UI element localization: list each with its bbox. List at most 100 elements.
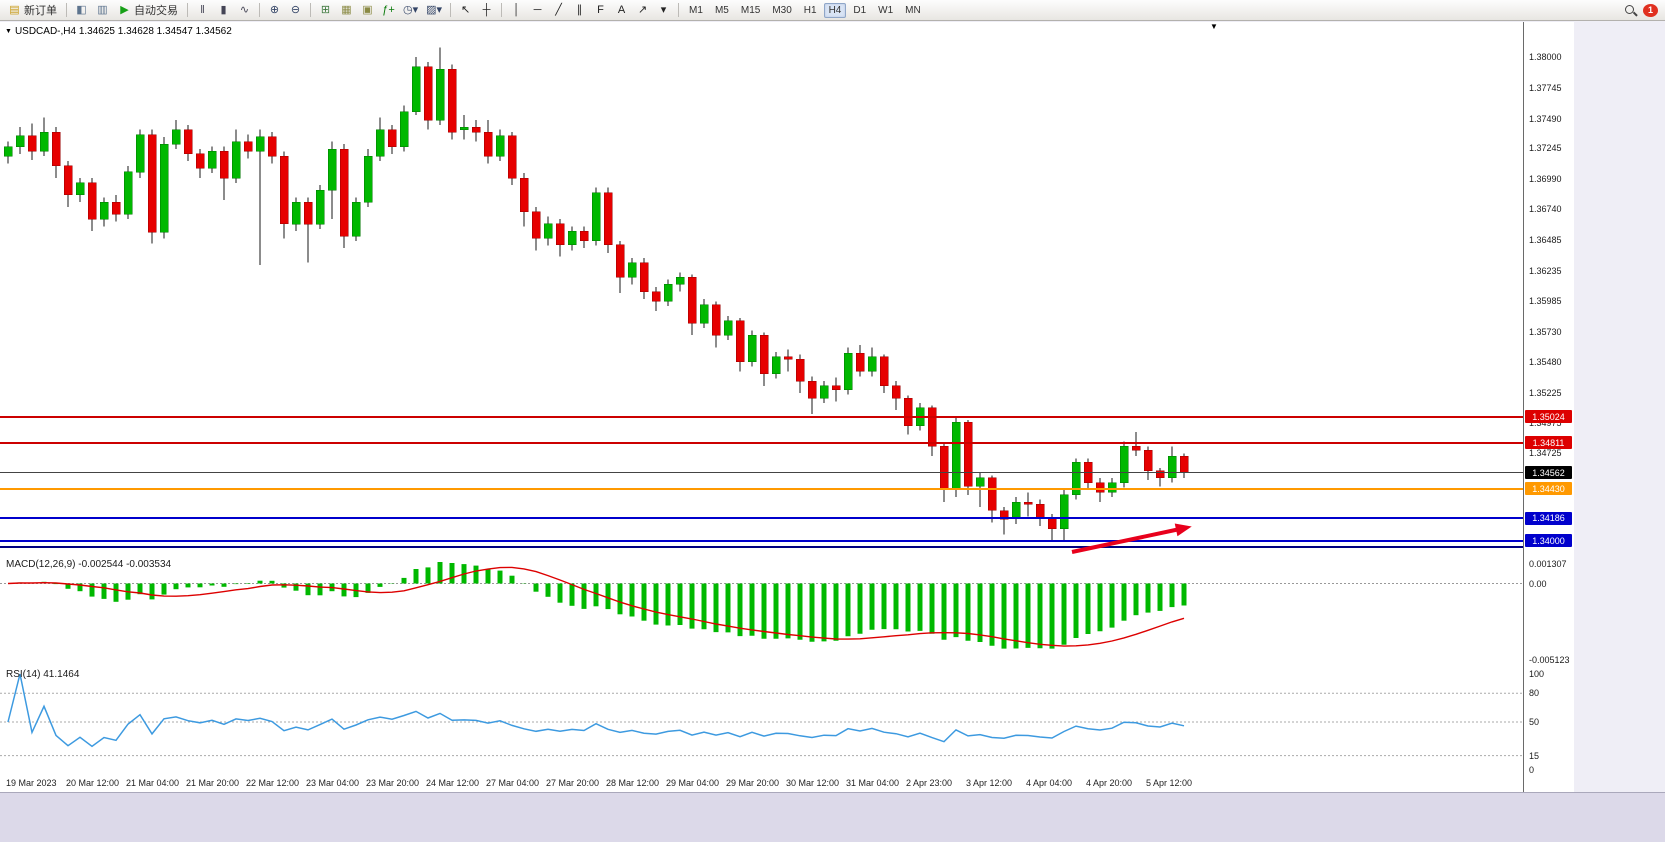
macd-panel[interactable]: MACD(12,26,9) -0.002544 -0.003534 — [0, 556, 1523, 667]
rsi-axis-label: 0 — [1529, 765, 1535, 775]
time-axis-label: 28 Mar 12:00 — [606, 778, 660, 788]
channel-icon[interactable]: ∥ — [576, 4, 583, 16]
time-axis-label: 21 Mar 04:00 — [126, 778, 180, 788]
time-axis-label: 5 Apr 12:00 — [1146, 778, 1193, 788]
time-axis-label: 23 Mar 20:00 — [366, 778, 420, 788]
timeframe-w1-button[interactable]: W1 — [878, 4, 894, 16]
macd-axis-label: -0.005123 — [1529, 655, 1570, 665]
rsi-axis-label: 100 — [1529, 669, 1545, 679]
autotrade-button[interactable]: ▶ 自动交易 — [113, 0, 183, 20]
price-axis-label: 1.36485 — [1529, 235, 1562, 246]
periods-icon[interactable]: ◷▾ — [403, 4, 419, 16]
new-order-label: 新订单 — [24, 5, 57, 17]
time-axis-label: 27 Mar 04:00 — [486, 778, 540, 788]
timeframe-m15-button[interactable]: M15 — [740, 4, 761, 16]
time-axis-label: 29 Mar 20:00 — [726, 778, 780, 788]
price-axis-label: 1.35225 — [1529, 387, 1562, 398]
new-order-button[interactable]: ▤ 新订单 — [3, 0, 62, 20]
timeframe-m1-button[interactable]: M1 — [689, 4, 703, 16]
rsi-label: RSI(14) 41.1464 — [6, 669, 80, 680]
candlestick-icon[interactable]: ▮ — [220, 4, 227, 16]
time-axis[interactable]: 19 Mar 2023 20 Mar 12:00 21 Mar 04:00 21 Ma… — [0, 776, 1523, 792]
level-line-1.34562[interactable] — [0, 472, 1523, 474]
chart-shift-marker-icon[interactable]: ▼ — [1210, 22, 1218, 31]
cursor-icon[interactable]: ↖ — [460, 4, 471, 16]
profiles-icon[interactable]: ▥ — [97, 4, 108, 16]
price-badge-1.34186: 1.34186 — [1525, 511, 1572, 525]
macd-axis-label: 0.00 — [1529, 578, 1547, 589]
search-icon[interactable] — [1624, 4, 1637, 17]
horizontal-line-icon[interactable]: ─ — [533, 4, 542, 16]
price-axis-label: 1.36990 — [1529, 174, 1562, 185]
bar-chart-icon[interactable]: ‖ — [200, 4, 205, 16]
indicators-icon[interactable]: ƒ+ — [382, 4, 395, 16]
objects-dropdown-icon[interactable]: ▾ — [660, 4, 667, 16]
price-axis-label: 1.36740 — [1529, 204, 1562, 215]
collapse-triangle-icon[interactable]: ▼ — [5, 28, 12, 35]
timeframe-h1-button[interactable]: H1 — [803, 4, 817, 16]
toolbar-separator — [501, 3, 503, 17]
price-axis-label: 1.35985 — [1529, 295, 1562, 306]
price-badge-1.34562: 1.34562 — [1525, 466, 1572, 480]
crosshair-icon[interactable]: ┼ — [482, 4, 491, 16]
templates-icon[interactable]: ▨▾ — [426, 4, 443, 16]
grid-icon[interactable]: ⊞ — [320, 4, 331, 16]
toolbar-separator — [310, 3, 311, 17]
level-line-1.34186[interactable] — [0, 517, 1523, 520]
autotrade-icon: ▶ — [120, 4, 129, 16]
rsi-panel[interactable]: RSI(14) 41.1464 — [0, 666, 1523, 777]
time-axis-label: 4 Apr 04:00 — [1026, 778, 1073, 788]
time-axis-label: 2 Apr 23:00 — [906, 778, 953, 788]
cascade-windows-icon[interactable]: ▣ — [362, 4, 373, 16]
price-axis-label: 1.35480 — [1529, 356, 1562, 367]
level-line-1.34430[interactable] — [0, 487, 1523, 490]
timeframe-m5-button[interactable]: M5 — [714, 4, 729, 16]
time-axis-label: 30 Mar 12:00 — [786, 778, 840, 788]
price-axis-label: 1.37490 — [1529, 113, 1562, 124]
time-axis-label: 4 Apr 20:00 — [1086, 778, 1133, 788]
level-line-1.33945[interactable] — [0, 546, 1523, 549]
toolbar-separator — [66, 3, 67, 17]
notification-badge[interactable]: 1 — [1643, 3, 1658, 17]
line-chart-icon[interactable]: ∿ — [239, 4, 250, 16]
price-axis-label: 1.35730 — [1529, 326, 1562, 337]
right-gutter — [1574, 22, 1665, 792]
timeframe-h4-button[interactable]: H4 — [823, 2, 847, 18]
zoom-out-icon[interactable]: ⊖ — [290, 4, 301, 16]
level-line-1.35024[interactable] — [0, 415, 1523, 418]
rsi-axis-label: 50 — [1529, 717, 1540, 727]
macd-canvas — [0, 562, 1523, 649]
toolbar-separator — [259, 3, 260, 17]
zoom-in-icon[interactable]: ⊕ — [269, 4, 280, 16]
tile-windows-icon[interactable]: ▦ — [341, 4, 352, 16]
timeframe-d1-button[interactable]: D1 — [853, 4, 867, 16]
time-axis-label: 27 Mar 20:00 — [546, 778, 600, 788]
toolbar: ▤ 新订单 ◧ ▥ ▶ 自动交易 ‖ ▮ ∿ ⊕ ⊖ ⊞ ▦ ▣ ƒ+ ◷▾ ▨▾ ↖ ┼ │ ─ ╱ ∥ F A ↗ ▾ M1 M5 M… — [0, 0, 1665, 21]
fibonacci-icon[interactable]: F — [597, 4, 604, 16]
macd-axis-label: 0.001307 — [1529, 559, 1567, 569]
time-axis-label: 20 Mar 12:00 — [66, 778, 120, 788]
price-badge-1.34430: 1.34430 — [1525, 482, 1572, 496]
level-line-1.34000[interactable] — [0, 539, 1523, 542]
chart-title-text: USDCAD-,H4 1.34625 1.34628 1.34547 1.345… — [14, 26, 232, 37]
level-line-1.34811[interactable] — [0, 441, 1523, 444]
price-scale[interactable]: 1.35024 1.34811 1.34562 1.34430 1.34186 1.340… — [1523, 22, 1574, 792]
vertical-line-icon[interactable]: │ — [513, 4, 520, 16]
main-price-chart[interactable]: ▼ USDCAD-,H4 1.34625 1.34628 1.34547 1.3… — [0, 22, 1523, 557]
chart-window-icon[interactable]: ◧ — [76, 4, 87, 16]
rsi-canvas — [0, 673, 1523, 757]
price-axis-label: 1.38000 — [1529, 52, 1562, 63]
text-icon[interactable]: A — [617, 4, 626, 16]
time-axis-label: 23 Mar 04:00 — [306, 778, 360, 788]
rsi-axis-label: 15 — [1529, 750, 1540, 761]
bottom-strip — [0, 792, 1665, 842]
time-axis-label: 19 Mar 2023 — [6, 778, 57, 788]
trendline-icon[interactable]: ╱ — [555, 4, 562, 16]
arrows-icon[interactable]: ↗ — [637, 4, 648, 16]
toolbar-right: 1 — [1624, 3, 1662, 17]
autotrade-label: 自动交易 — [134, 5, 178, 17]
candlestick-canvas[interactable] — [0, 22, 1523, 556]
timeframe-m30-button[interactable]: M30 — [772, 4, 792, 16]
timeframe-mn-button[interactable]: MN — [905, 4, 921, 16]
